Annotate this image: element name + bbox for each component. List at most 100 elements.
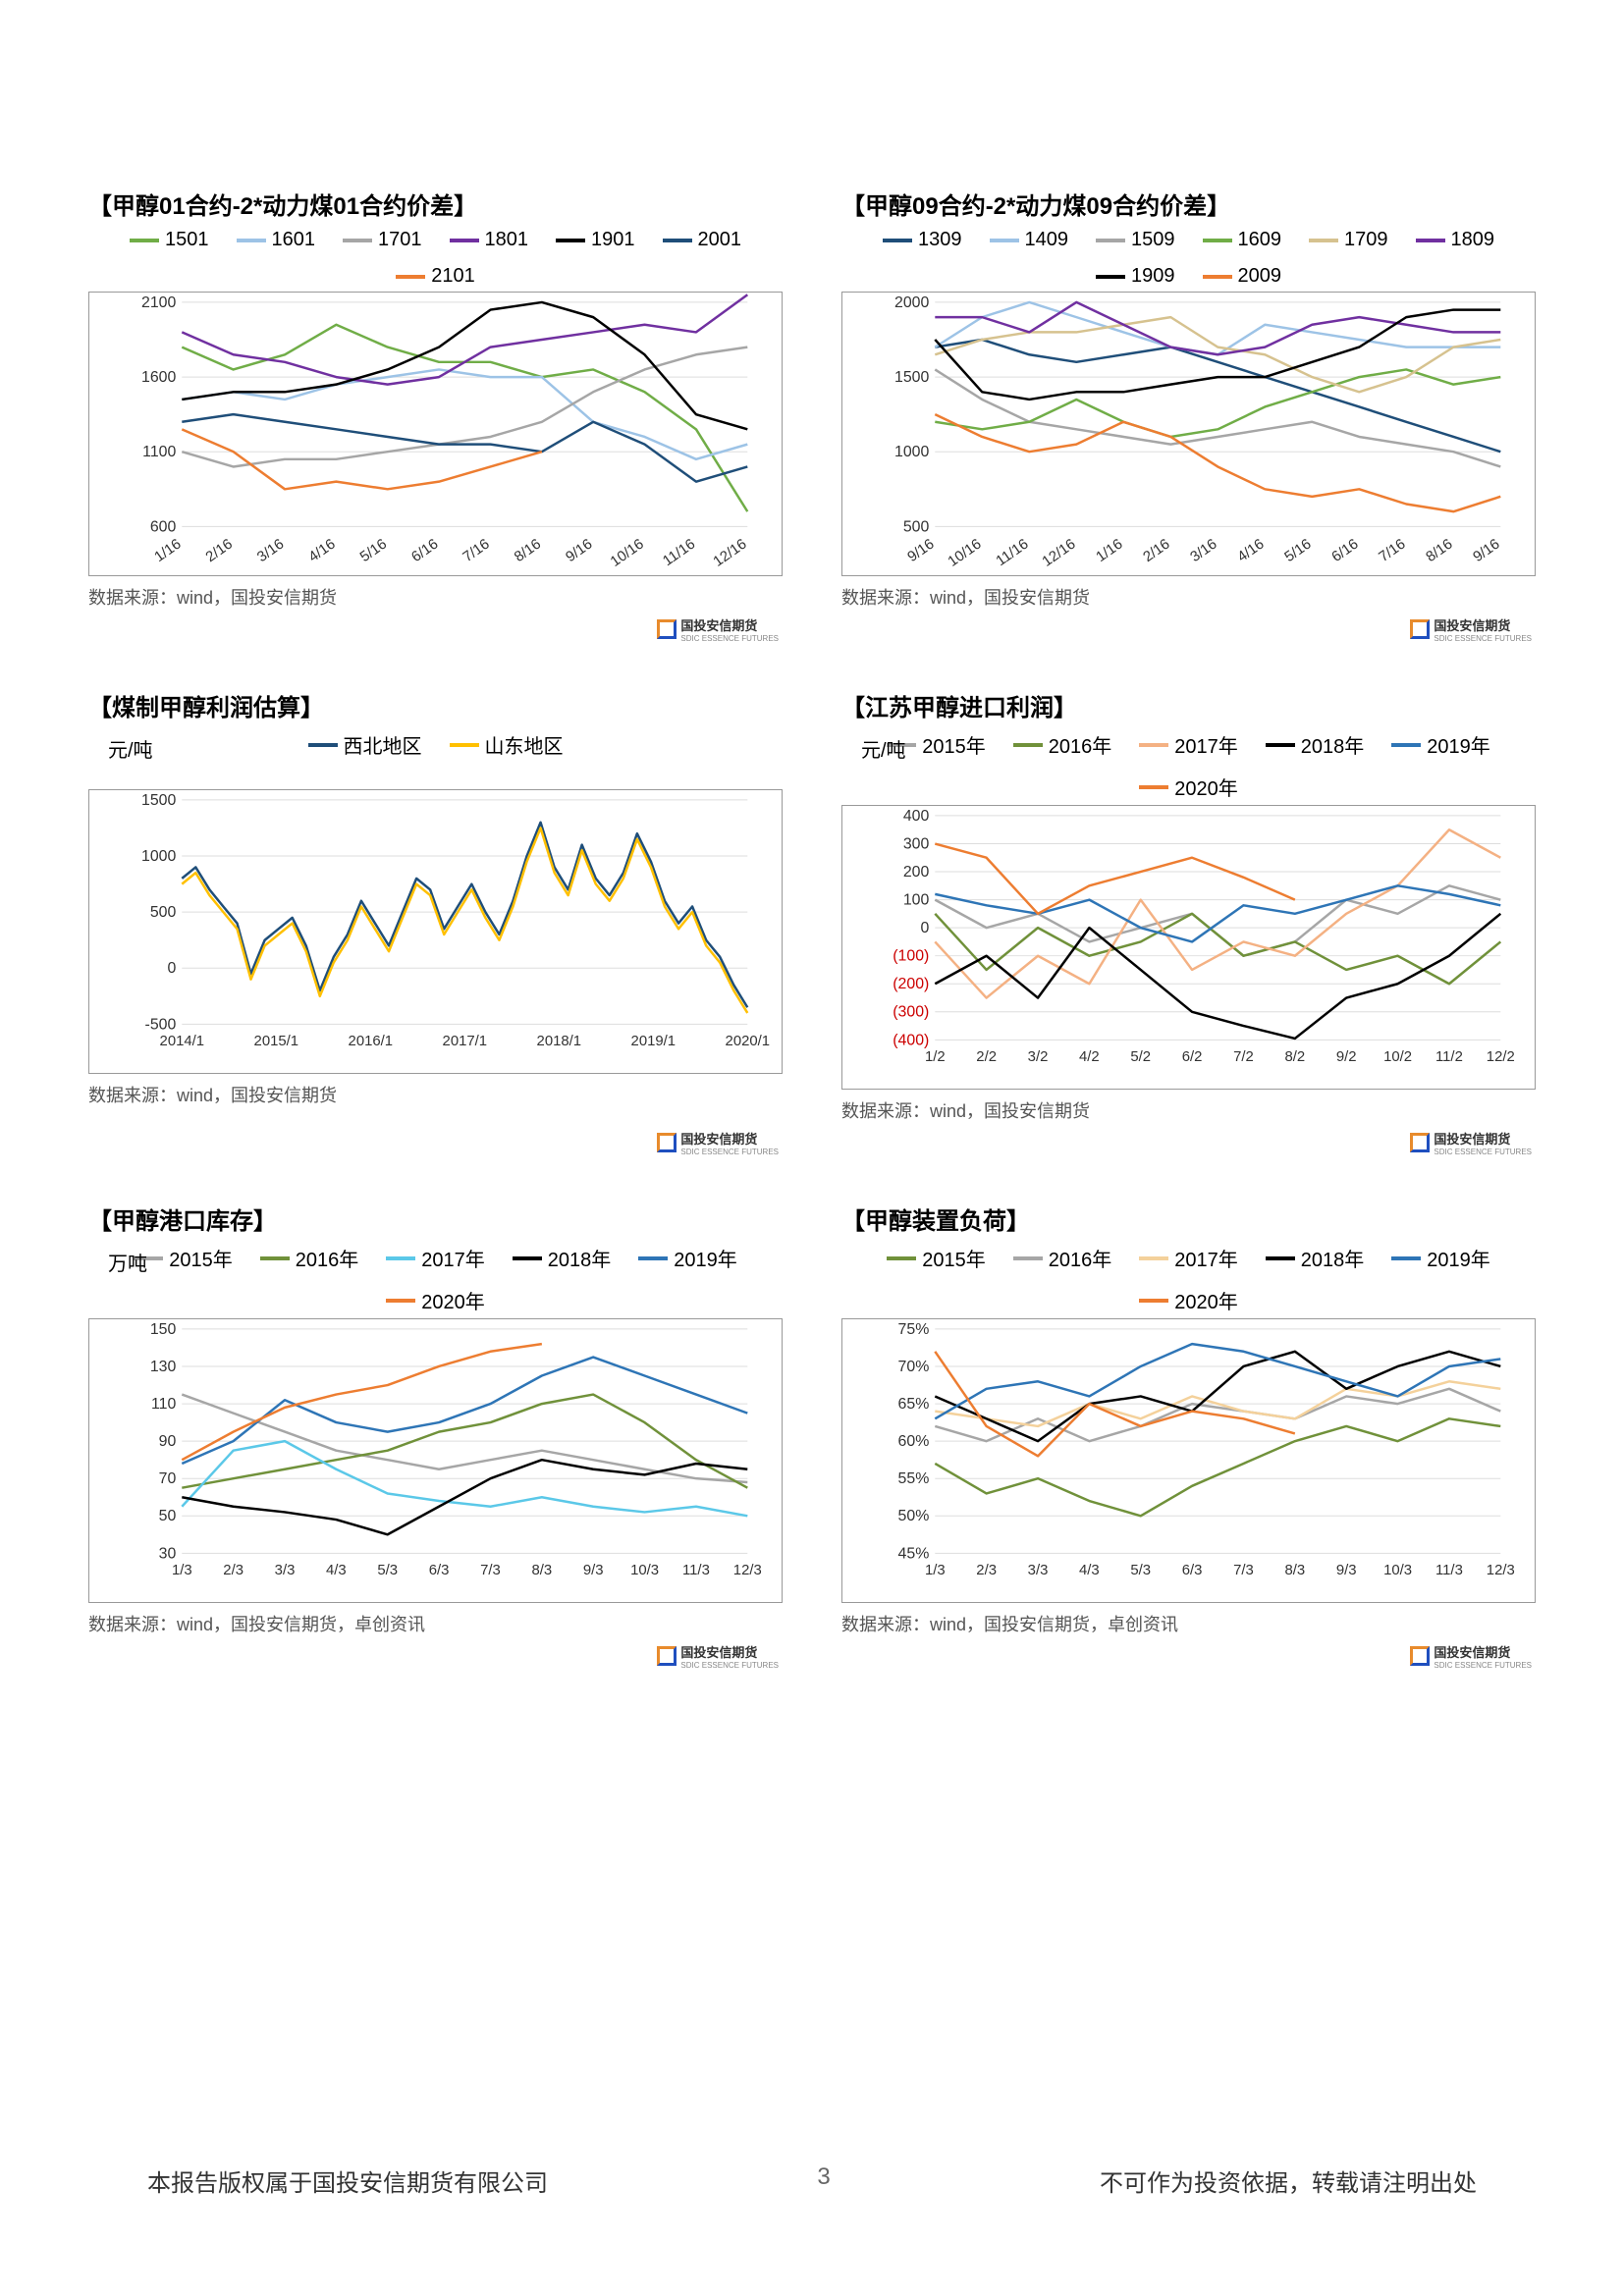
data-source: 数据来源：wind，国投安信期货 <box>88 584 783 610</box>
legend-label: 2017年 <box>421 1244 485 1272</box>
svg-text:12/16: 12/16 <box>1040 536 1079 569</box>
svg-text:200: 200 <box>903 864 930 881</box>
svg-text:2020/1: 2020/1 <box>726 1034 771 1049</box>
brand-badge: 国投安信期货SDIC ESSENCE FUTURES <box>1410 1129 1532 1156</box>
legend-item: 1809 <box>1416 229 1495 251</box>
legend-item: 2016年 <box>260 1244 359 1272</box>
svg-text:11/2: 11/2 <box>1435 1049 1463 1065</box>
series-line <box>935 369 1500 437</box>
svg-text:6/3: 6/3 <box>429 1563 450 1578</box>
legend-item: 2009 <box>1203 265 1282 288</box>
svg-text:600: 600 <box>150 518 177 535</box>
legend-item: 1609 <box>1203 229 1282 251</box>
legend-label: 2017年 <box>1174 1244 1238 1272</box>
legend-swatch <box>343 239 372 242</box>
svg-text:8/3: 8/3 <box>1284 1563 1305 1578</box>
svg-text:65%: 65% <box>898 1396 930 1413</box>
svg-text:2/2: 2/2 <box>976 1049 997 1065</box>
plot-area: 5001000150020009/1610/1611/1612/161/162/… <box>841 292 1536 576</box>
legend-label: 2016年 <box>1049 730 1112 759</box>
svg-text:3/3: 3/3 <box>275 1563 296 1578</box>
legend-label: 2018年 <box>1301 730 1365 759</box>
legend-label: 2015年 <box>922 1244 986 1272</box>
legend-label: 1501 <box>165 229 209 251</box>
copyright-left: 本报告版权属于国投安信期货有限公司 <box>147 2163 548 2198</box>
svg-text:1000: 1000 <box>141 848 176 865</box>
svg-text:150: 150 <box>150 1321 177 1338</box>
legend-item: 2016年 <box>1013 730 1112 759</box>
svg-text:1/16: 1/16 <box>152 536 185 565</box>
legend-item: 2015年 <box>134 1244 233 1272</box>
svg-text:100: 100 <box>903 892 930 909</box>
svg-text:4/16: 4/16 <box>1235 536 1268 565</box>
svg-text:45%: 45% <box>898 1545 930 1562</box>
legend-label: 1901 <box>591 229 635 251</box>
legend-item: 2016年 <box>1013 1244 1112 1272</box>
svg-text:7/2: 7/2 <box>1233 1049 1254 1065</box>
svg-text:12/2: 12/2 <box>1487 1049 1515 1065</box>
legend-swatch <box>887 1256 916 1260</box>
legend-item: 1701 <box>343 229 422 251</box>
svg-text:2018/1: 2018/1 <box>537 1034 582 1049</box>
svg-text:(200): (200) <box>893 976 929 992</box>
legend-item: 山东地区 <box>450 730 564 759</box>
brand-text: 国投安信期货SDIC ESSENCE FUTURES <box>680 1129 779 1156</box>
legend-label: 1309 <box>918 229 962 251</box>
legend: 2015年2016年2017年2018年2019年2020年 <box>841 1244 1536 1314</box>
svg-text:(300): (300) <box>893 1004 929 1021</box>
legend-item: 2020年 <box>1139 773 1238 801</box>
legend-label: 2017年 <box>1174 730 1238 759</box>
series-line <box>182 369 747 458</box>
series-line <box>182 1460 747 1534</box>
chart-panel-c4: 【江苏甲醇进口利润】元/吨2015年2016年2017年2018年2019年20… <box>841 688 1536 1123</box>
svg-text:0: 0 <box>920 920 929 936</box>
svg-text:1500: 1500 <box>141 792 176 809</box>
data-source: 数据来源：wind，国投安信期货，卓创资讯 <box>88 1611 783 1636</box>
svg-text:10/3: 10/3 <box>630 1563 659 1578</box>
brand-text: 国投安信期货SDIC ESSENCE FUTURES <box>680 615 779 643</box>
brand-badge: 国投安信期货SDIC ESSENCE FUTURES <box>1410 615 1532 643</box>
legend-label: 2009 <box>1238 265 1282 288</box>
svg-text:3/16: 3/16 <box>1188 536 1220 565</box>
svg-text:2014/1: 2014/1 <box>160 1034 205 1049</box>
series-line <box>182 1344 542 1460</box>
legend-swatch <box>1266 1256 1295 1260</box>
legend-item: 2018年 <box>513 1244 612 1272</box>
legend-item: 1409 <box>990 229 1069 251</box>
brand-text: 国投安信期货SDIC ESSENCE FUTURES <box>1434 615 1532 643</box>
legend-swatch <box>1391 1256 1421 1260</box>
svg-text:300: 300 <box>903 835 930 852</box>
svg-text:7/16: 7/16 <box>460 536 493 565</box>
legend-swatch <box>450 239 479 242</box>
series-line <box>182 347 747 467</box>
svg-text:9/16: 9/16 <box>905 536 938 565</box>
chart-title: 【甲醇装置负荷】 <box>841 1201 1536 1236</box>
legend-swatch <box>386 1299 415 1303</box>
legend-item: 1901 <box>556 229 635 251</box>
svg-text:5/3: 5/3 <box>377 1563 398 1578</box>
legend-label: 2015年 <box>169 1244 233 1272</box>
unit-label: 元/吨 <box>861 734 906 763</box>
series-line <box>182 294 747 384</box>
legend-swatch <box>1203 275 1232 279</box>
brand-logo-icon <box>657 1646 677 1666</box>
legend-item: 2020年 <box>1139 1286 1238 1314</box>
svg-text:8/16: 8/16 <box>1424 536 1456 565</box>
legend: 13091409150916091709180919092009 <box>841 229 1536 288</box>
svg-text:11/3: 11/3 <box>1435 1563 1463 1578</box>
legend-item: 2019年 <box>1391 1244 1490 1272</box>
legend-swatch <box>990 239 1019 242</box>
legend-item: 1509 <box>1096 229 1175 251</box>
svg-text:2/16: 2/16 <box>1141 536 1173 565</box>
legend-swatch <box>1139 785 1168 789</box>
svg-text:0: 0 <box>167 960 176 977</box>
svg-text:60%: 60% <box>898 1433 930 1450</box>
legend-swatch <box>1139 743 1168 747</box>
legend-label: 2020年 <box>1174 1286 1238 1314</box>
svg-text:9/16: 9/16 <box>1471 536 1503 565</box>
svg-text:1600: 1600 <box>141 369 176 386</box>
svg-text:110: 110 <box>151 1396 176 1413</box>
legend-item: 1801 <box>450 229 529 251</box>
svg-text:2/16: 2/16 <box>203 536 236 565</box>
legend-swatch <box>556 239 585 242</box>
